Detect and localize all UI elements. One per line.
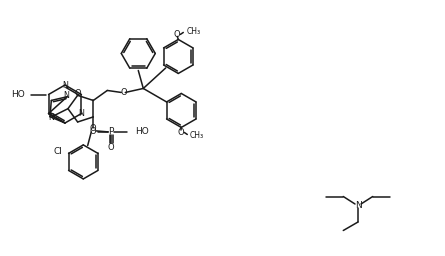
Text: O: O — [74, 89, 81, 98]
Text: P: P — [109, 127, 114, 136]
Text: HO: HO — [11, 90, 24, 99]
Text: CH₃: CH₃ — [189, 131, 203, 140]
Text: Cl: Cl — [54, 147, 63, 156]
Text: HO: HO — [135, 127, 149, 136]
Text: O: O — [108, 143, 115, 152]
Text: N: N — [48, 113, 54, 122]
Text: O: O — [121, 88, 128, 97]
Text: O: O — [178, 128, 185, 137]
Text: CH₃: CH₃ — [186, 27, 200, 36]
Text: N: N — [62, 80, 68, 90]
Text: O: O — [90, 124, 97, 133]
Text: N: N — [63, 91, 69, 100]
Text: N: N — [78, 109, 85, 118]
Text: N: N — [355, 200, 361, 209]
Text: O: O — [90, 127, 97, 136]
Text: O: O — [174, 30, 181, 39]
